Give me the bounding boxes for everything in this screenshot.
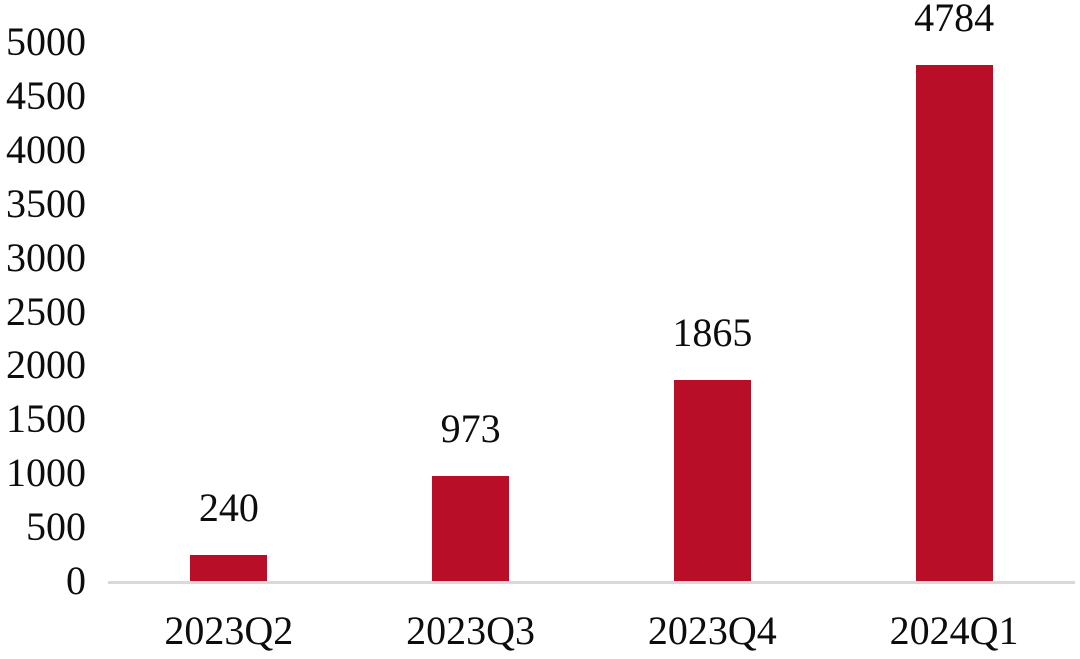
x-axis-category-label: 2023Q2 <box>164 608 294 653</box>
bar-2023Q2 <box>190 555 268 581</box>
y-axis-tick-label: 1000 <box>6 450 86 496</box>
x-axis-category-label: 2024Q1 <box>889 608 1019 653</box>
y-axis-tick-label: 4500 <box>6 72 86 118</box>
bar-value-label: 1865 <box>672 309 753 355</box>
bar-2024Q1 <box>915 65 993 581</box>
y-axis-tick-label: 1500 <box>6 396 86 442</box>
x-axis-category-label: 2023Q4 <box>647 608 777 653</box>
y-axis-tick-label: 2000 <box>6 342 86 388</box>
bar-value-label: 973 <box>440 406 501 452</box>
bar-2023Q4 <box>673 379 751 581</box>
x-axis-line <box>108 581 1075 584</box>
y-axis-tick-label: 3000 <box>6 234 86 280</box>
x-axis-category-label: 2023Q3 <box>406 608 536 653</box>
y-axis-tick-label: 4000 <box>6 126 86 172</box>
y-axis-tick-label: 0 <box>66 558 86 603</box>
bar-2023Q3 <box>432 476 510 581</box>
bar-value-label: 4784 <box>914 0 995 41</box>
y-axis-tick-label: 2500 <box>6 288 86 334</box>
bar-value-label: 240 <box>198 485 259 531</box>
y-axis-tick-label: 3500 <box>6 180 86 226</box>
y-axis-tick-label: 5000 <box>6 19 86 64</box>
y-axis-tick-label: 500 <box>26 504 86 550</box>
